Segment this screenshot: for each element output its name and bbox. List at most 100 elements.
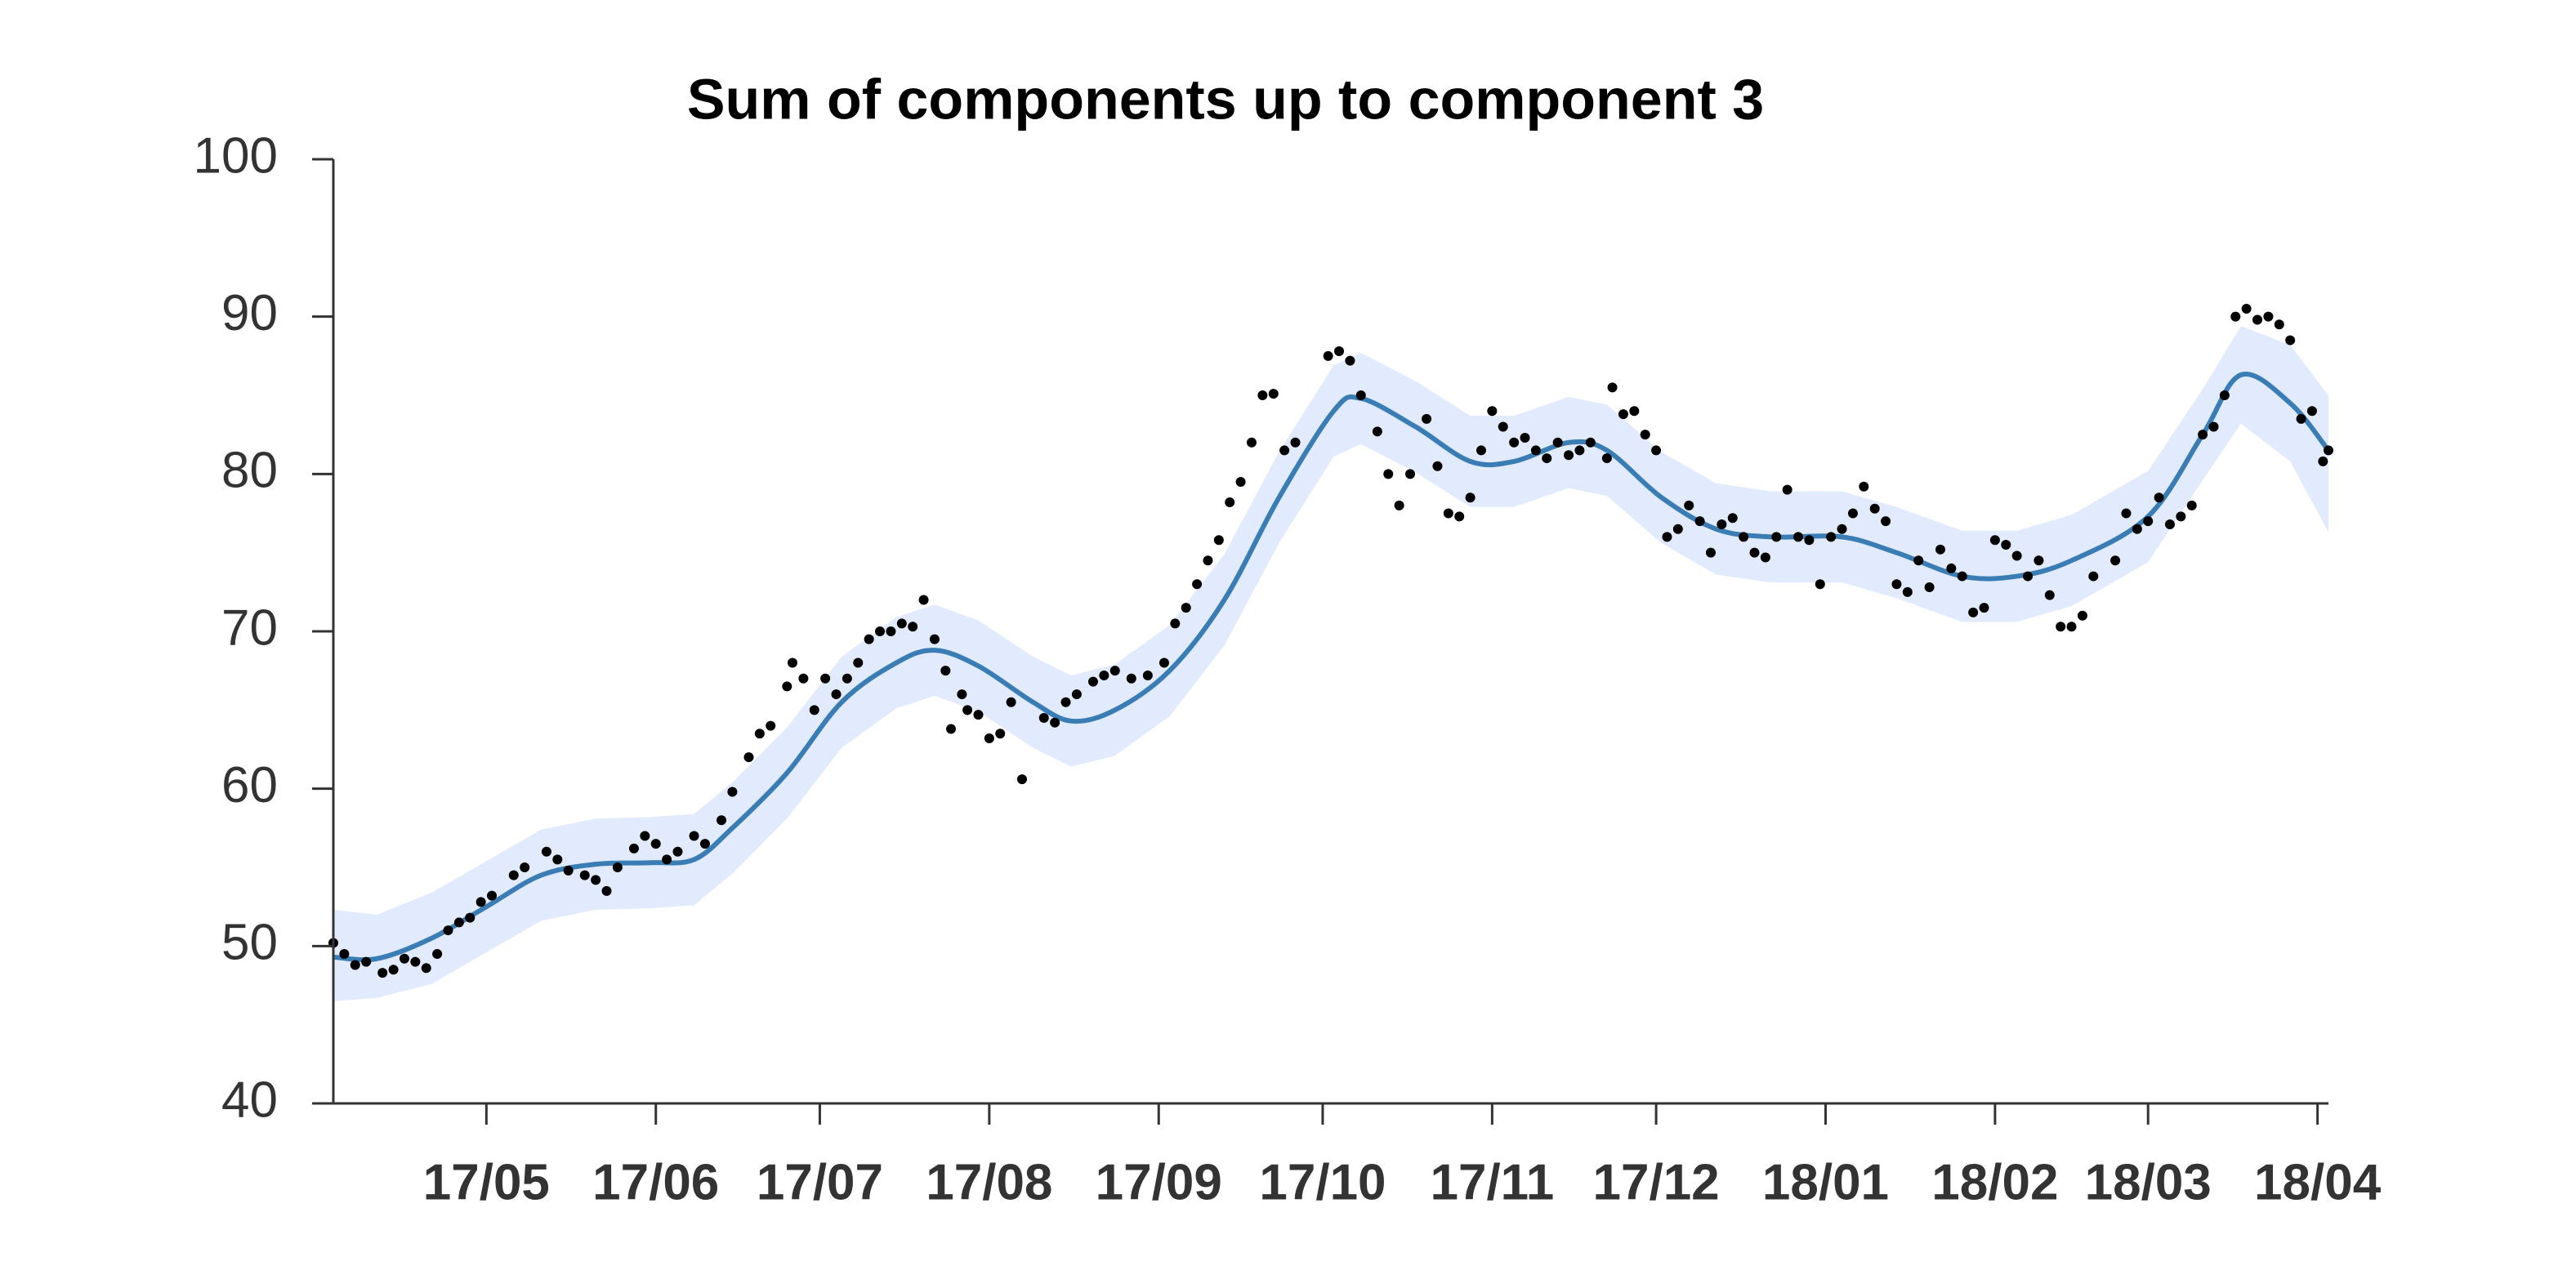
data-point bbox=[1060, 697, 1071, 707]
data-point bbox=[787, 657, 797, 668]
data-point bbox=[2132, 524, 2142, 534]
data-point bbox=[2306, 406, 2317, 417]
data-point bbox=[717, 815, 727, 826]
data-point bbox=[2296, 413, 2306, 424]
data-point bbox=[421, 963, 431, 974]
data-point bbox=[918, 595, 929, 605]
data-point bbox=[1607, 382, 1618, 393]
y-tick-label: 50 bbox=[221, 915, 278, 971]
data-point bbox=[2154, 492, 2164, 503]
data-point bbox=[1793, 532, 1804, 542]
data-point bbox=[2285, 335, 2296, 345]
data-point bbox=[1246, 437, 1257, 448]
data-point bbox=[1372, 426, 1382, 437]
data-point bbox=[2198, 430, 2208, 440]
data-point bbox=[672, 846, 683, 857]
x-tick-label: 17/05 bbox=[423, 1154, 550, 1210]
data-point bbox=[946, 724, 957, 734]
x-tick-label: 17/09 bbox=[1096, 1154, 1222, 1210]
data-point bbox=[361, 956, 372, 967]
data-point bbox=[1509, 437, 1520, 448]
data-point bbox=[1422, 413, 1432, 424]
data-point bbox=[1405, 469, 1416, 479]
chart-title: Sum of components up to component 3 bbox=[687, 67, 1764, 131]
data-point bbox=[984, 733, 994, 744]
data-point bbox=[1946, 563, 1957, 573]
data-point bbox=[1126, 673, 1136, 684]
data-point bbox=[1334, 346, 1345, 357]
data-point bbox=[1454, 511, 1465, 522]
data-point bbox=[1279, 445, 1290, 456]
data-point bbox=[2208, 421, 2219, 432]
data-point bbox=[1935, 544, 1945, 555]
data-point bbox=[798, 673, 809, 684]
data-point bbox=[1323, 350, 1333, 361]
data-point bbox=[2274, 319, 2284, 330]
data-point bbox=[662, 854, 672, 865]
data-point bbox=[2318, 456, 2328, 466]
y-tick-label: 100 bbox=[194, 127, 278, 184]
data-point bbox=[453, 917, 464, 928]
y-tick-label: 90 bbox=[221, 285, 278, 341]
data-point bbox=[443, 925, 453, 936]
data-point bbox=[1142, 670, 1153, 680]
x-tick-label: 17/06 bbox=[592, 1154, 719, 1210]
data-point bbox=[1771, 532, 1782, 542]
data-point bbox=[1749, 547, 1760, 558]
data-point bbox=[591, 875, 601, 885]
data-point bbox=[650, 839, 661, 849]
data-point bbox=[1705, 547, 1716, 558]
data-point bbox=[1574, 445, 1585, 456]
data-point bbox=[1552, 437, 1563, 448]
data-point bbox=[1968, 607, 1979, 617]
data-point bbox=[2176, 511, 2186, 522]
data-point bbox=[1268, 389, 1279, 399]
data-point bbox=[350, 960, 360, 970]
data-point bbox=[1847, 508, 1858, 519]
data-point bbox=[1542, 453, 1552, 464]
data-point bbox=[1050, 717, 1060, 728]
data-point bbox=[1684, 500, 1694, 510]
data-point bbox=[1881, 516, 1891, 527]
data-point bbox=[520, 862, 530, 872]
y-tick-label: 40 bbox=[221, 1072, 278, 1128]
data-point bbox=[579, 870, 590, 880]
data-point bbox=[487, 890, 498, 901]
data-point bbox=[1530, 445, 1541, 456]
y-tick-label: 60 bbox=[221, 757, 278, 813]
data-point bbox=[1099, 670, 1109, 680]
data-point bbox=[1257, 390, 1268, 400]
data-point bbox=[1924, 582, 1935, 593]
data-point bbox=[1476, 445, 1486, 456]
x-tick-label: 18/04 bbox=[2254, 1154, 2382, 1210]
data-point bbox=[612, 862, 623, 872]
data-point bbox=[743, 752, 754, 763]
data-point bbox=[782, 681, 792, 692]
data-point bbox=[1913, 555, 1924, 566]
data-point bbox=[896, 618, 907, 629]
data-point bbox=[1760, 552, 1770, 563]
data-point bbox=[1006, 697, 1016, 707]
data-point bbox=[809, 705, 819, 715]
data-point bbox=[1383, 469, 1394, 479]
data-point bbox=[601, 885, 612, 896]
data-point bbox=[1629, 406, 1640, 417]
data-point bbox=[1618, 409, 1628, 420]
data-point bbox=[962, 705, 973, 715]
data-point bbox=[2023, 571, 2034, 582]
data-point bbox=[2219, 390, 2230, 400]
data-point bbox=[475, 897, 486, 907]
data-point bbox=[1672, 524, 1683, 534]
data-point bbox=[1694, 516, 1705, 527]
y-tick-label: 70 bbox=[221, 599, 278, 656]
data-point bbox=[1979, 603, 1989, 613]
data-point bbox=[908, 622, 918, 632]
data-point bbox=[1498, 421, 1508, 432]
data-point bbox=[399, 953, 409, 964]
data-point bbox=[766, 720, 776, 731]
data-point bbox=[1235, 476, 1246, 487]
data-point bbox=[1782, 484, 1792, 495]
data-point bbox=[2241, 304, 2252, 314]
data-point bbox=[1016, 774, 1027, 785]
data-point bbox=[1739, 532, 1749, 542]
